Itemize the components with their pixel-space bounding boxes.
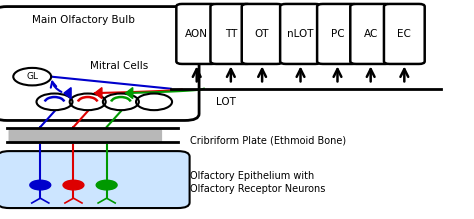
Text: TT: TT: [225, 29, 237, 39]
FancyBboxPatch shape: [0, 151, 190, 208]
Text: AC: AC: [364, 29, 378, 39]
Circle shape: [63, 180, 84, 190]
Text: Cribriform Plate (Ethmoid Bone): Cribriform Plate (Ethmoid Bone): [190, 135, 346, 145]
FancyBboxPatch shape: [384, 4, 425, 64]
FancyBboxPatch shape: [120, 128, 162, 144]
Text: OT: OT: [255, 29, 269, 39]
FancyBboxPatch shape: [350, 4, 391, 64]
Text: Olfactory Receptor Neurons: Olfactory Receptor Neurons: [190, 184, 325, 194]
Circle shape: [96, 180, 117, 190]
FancyBboxPatch shape: [280, 4, 321, 64]
FancyBboxPatch shape: [82, 128, 124, 144]
FancyBboxPatch shape: [176, 4, 217, 64]
Text: Main Olfactory Bulb: Main Olfactory Bulb: [31, 15, 135, 25]
Circle shape: [30, 180, 51, 190]
FancyBboxPatch shape: [210, 4, 251, 64]
Text: Mitral Cells: Mitral Cells: [90, 61, 148, 71]
Text: PC: PC: [331, 29, 344, 39]
Polygon shape: [64, 88, 71, 99]
Polygon shape: [126, 88, 133, 99]
Text: EC: EC: [397, 29, 411, 39]
FancyBboxPatch shape: [9, 128, 51, 144]
Polygon shape: [95, 88, 102, 99]
Text: Olfactory Epithelium with: Olfactory Epithelium with: [190, 171, 314, 181]
FancyBboxPatch shape: [44, 128, 86, 144]
FancyBboxPatch shape: [242, 4, 283, 64]
FancyBboxPatch shape: [317, 4, 358, 64]
Text: GL: GL: [26, 72, 38, 81]
FancyBboxPatch shape: [0, 7, 199, 120]
Text: LOT: LOT: [216, 97, 236, 108]
Text: AON: AON: [185, 29, 208, 39]
Text: nLOT: nLOT: [287, 29, 314, 39]
